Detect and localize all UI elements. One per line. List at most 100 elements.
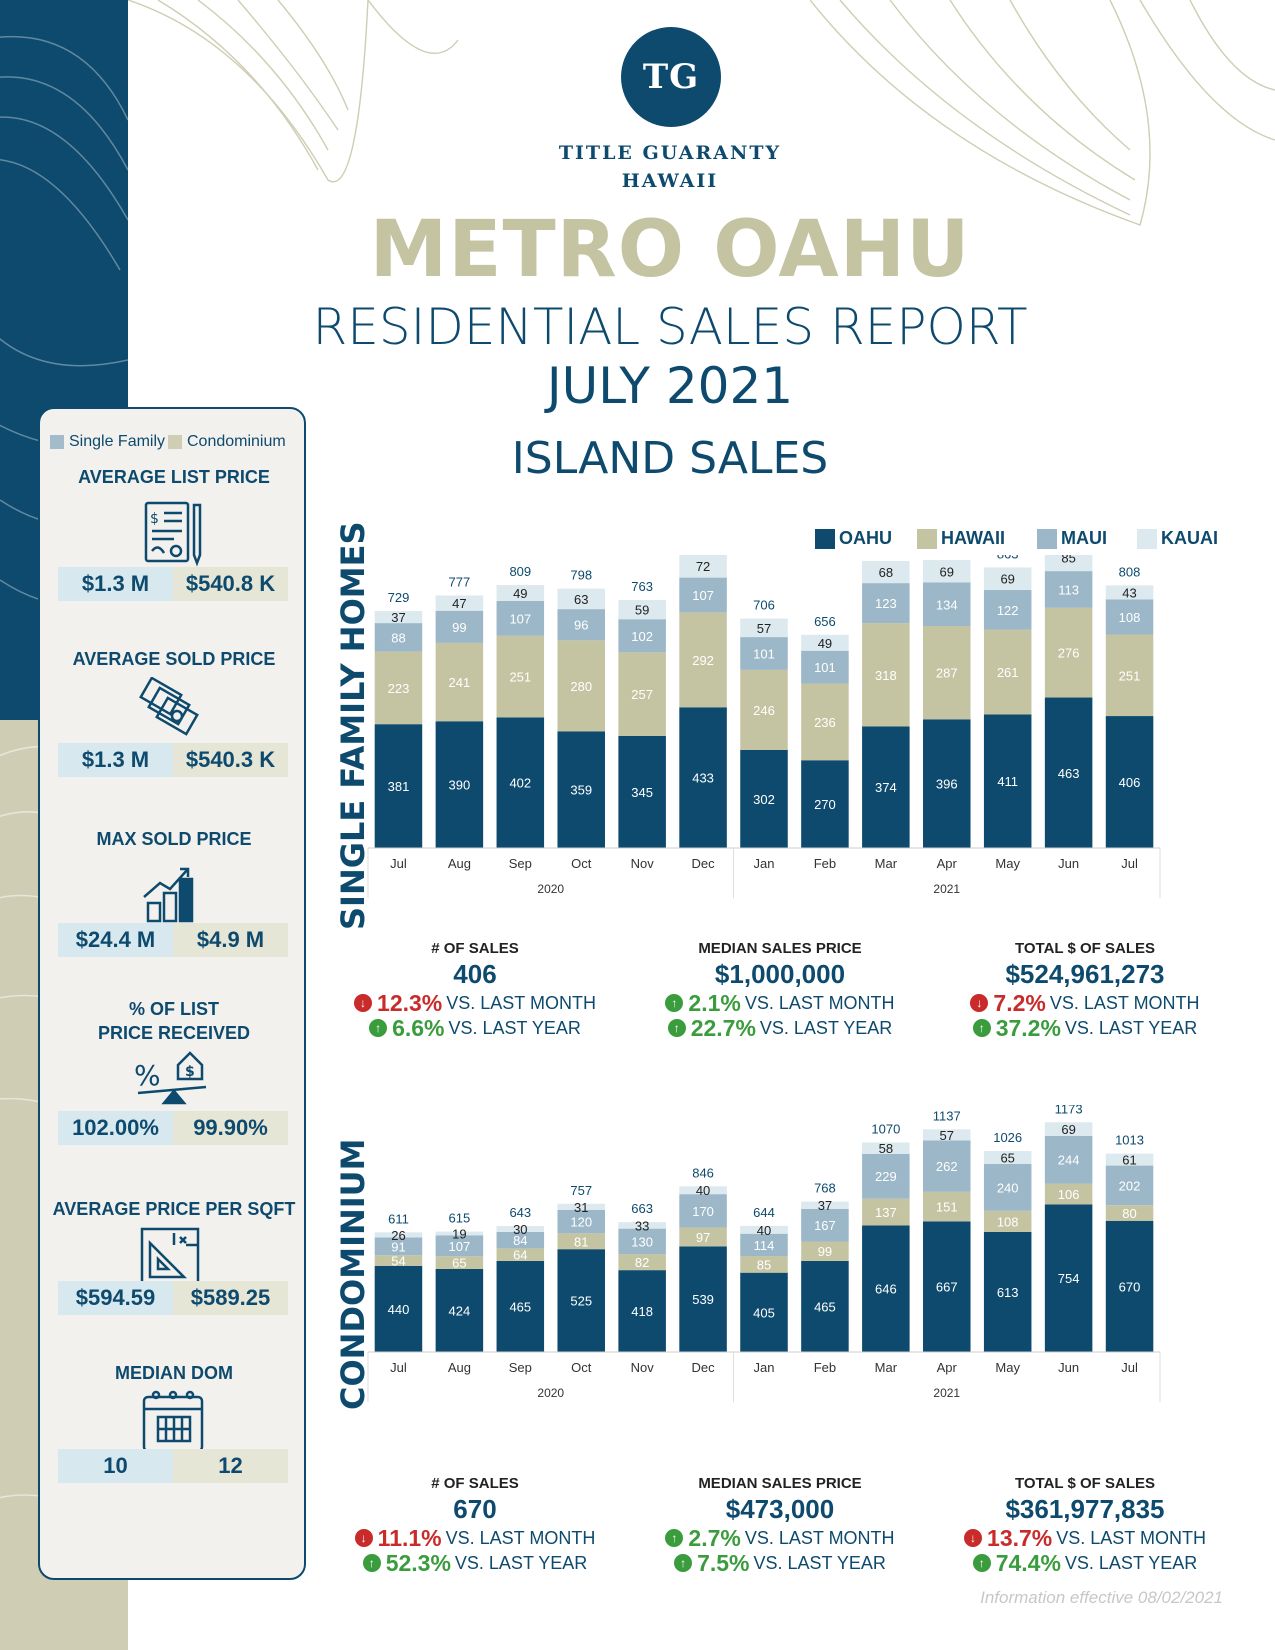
down-arrow-icon: ↓ [354,994,373,1012]
bar-segment-maui [374,623,423,652]
bar-segment-kauai [740,618,788,638]
key-swatch-maui [1037,528,1057,549]
bar-value-label: 390 [449,778,471,793]
key-label: HAWAII [941,528,1006,548]
bar-value-label: 82 [635,1255,649,1270]
leaf-outline-top-right [810,0,1275,226]
legend-label: Single Family [69,433,166,450]
bar-segment-maui [801,1208,849,1242]
bar-segment-hawaii [801,1241,849,1261]
bar-value-label: 49 [818,636,832,651]
bar-segment-hawaii [801,683,849,761]
stat-pct: 74.4% [995,1550,1061,1576]
stat-vs-text: VS. LAST YEAR [1064,1018,1198,1038]
bar-value-label: 359 [570,783,592,798]
bar-value-label: 114 [754,1238,775,1253]
bar-segment-hawaii [923,1191,971,1222]
bar-value-label: 101 [814,660,836,675]
bar-value-label: 236 [814,715,836,730]
bar-value-label: 137 [875,1205,897,1220]
bar-value-label: 19 [452,1226,466,1241]
bar-value-label: 40 [757,1223,771,1238]
bar-segment-hawaii [374,651,423,725]
bar-value-label: 123 [875,596,897,611]
stat-vs-text: VS. LAST MONTH [744,1528,895,1548]
bar-segment-hawaii [557,1233,605,1250]
bar-value-label: 167 [814,1218,836,1233]
bar-value-label: 40 [696,1183,710,1198]
bar-segment-maui [374,1237,423,1256]
bar-value-label: 396 [936,777,958,792]
bar-value-label: 411 [997,774,1018,789]
bar-value-label: 91 [391,1239,405,1254]
key-label: OAHU [839,528,892,548]
x-tick-label: Apr [937,856,958,871]
bar-value-label: 202 [1119,1178,1141,1193]
bar-segment-maui [435,1235,484,1257]
stat-pct: 22.7% [690,1015,756,1041]
bar-total-label: 663 [631,1201,653,1216]
bar-segment-kauai [557,1203,605,1210]
bar-segment-kauai [1105,1153,1154,1166]
bar-value-label: 302 [753,792,775,807]
bar-segment-oahu [374,1265,423,1352]
bar-segment-maui [862,1153,910,1199]
pct-list-received-condominium: 99.90% [173,1111,288,1145]
up-arrow-icon: ↑ [972,1019,991,1037]
bar-value-label: 68 [879,565,893,580]
bar-value-label: 241 [449,675,471,690]
stat-value: $361,977,835 [1005,1494,1165,1524]
bar-segment-maui [1105,1165,1154,1206]
stat-pct: 37.2% [995,1015,1061,1041]
bar-value-label: 88 [391,630,405,645]
metric-title: AVERAGE SOLD PRICE [72,649,276,669]
legend-condominium: Condominium [168,433,286,451]
bar-segment-hawaii [983,1210,1032,1232]
growth-chart-icon [143,867,194,923]
pct-list-received-single-family: 102.00% [58,1111,173,1145]
x-tick-label: Nov [631,1360,655,1375]
balance-scale-icon: % $ [134,1051,207,1105]
stat-year-change: ↑ 22.7% VS. LAST YEAR [640,1016,920,1040]
bar-segment-hawaii [435,1256,484,1269]
bar-value-label: 113 [1058,582,1079,597]
bar-segment-hawaii [496,635,545,718]
leaf-outline-top-left [128,0,459,183]
bar-segment-kauai [1044,555,1093,572]
bar-value-label: 130 [631,1234,653,1249]
bar-value-label: 465 [814,1299,836,1314]
brand-name-line2: HAWAII [621,170,719,192]
x-tick-label: Jan [754,856,775,871]
stat-pct: 13.7% [987,1525,1053,1551]
bar-value-label: 754 [1058,1271,1080,1286]
bar-segment-kauai [862,561,910,584]
bar-segment-oahu [801,760,849,848]
stat-value: 670 [453,1494,497,1524]
bar-value-label: 102 [631,629,653,644]
x-tick-label: Jul [1121,1360,1138,1375]
bar-segment-kauai [618,600,666,620]
sf-median-sales-price: MEDIAN SALES PRICE $1,000,000 ↑ 2.1% VS. L… [640,940,920,1040]
bar-segment-kauai [801,1201,849,1209]
bar-total-label: 729 [388,590,410,605]
bar-segment-maui [679,1194,727,1228]
key-swatch-kauai [1137,528,1157,549]
x-tick-label: Oct [571,1360,592,1375]
x-tick-label: Aug [448,1360,471,1375]
bar-segment-hawaii [1105,634,1154,717]
bar-total-label: 1026 [993,1130,1022,1145]
key-swatch-hawaii [917,528,937,549]
bar-value-label: 402 [509,776,531,791]
bar-segment-oahu [1044,697,1093,848]
bar-segment-oahu [618,1270,666,1352]
sf-total-dollar-sales: TOTAL $ OF SALES $524,961,273 ↓ 7.2% VS. L… [945,940,1225,1040]
metric-title: AVERAGE PRICE PER SQFT [52,1199,296,1219]
bar-value-label: 223 [388,681,410,696]
x-tick-label: May [995,1360,1020,1375]
legend-single-family: Single Family [50,433,165,451]
bar-value-label: 240 [997,1180,1019,1195]
stat-vs-text: VS. LAST MONTH [1049,993,1200,1013]
bar-value-label: 134 [936,597,958,612]
bar-value-label: 440 [388,1302,410,1317]
stat-pct: 2.1% [688,990,741,1016]
